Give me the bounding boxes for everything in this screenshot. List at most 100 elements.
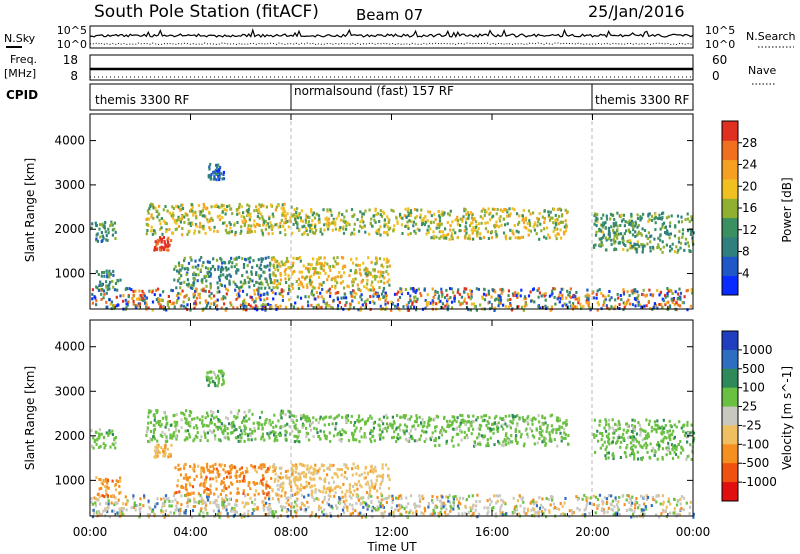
power-cell xyxy=(199,212,202,216)
power-cell xyxy=(200,288,203,292)
power-cell xyxy=(339,281,343,285)
velocity-cell xyxy=(327,423,331,426)
power-cell xyxy=(103,274,106,278)
velocity-cell xyxy=(390,506,393,510)
power-cell xyxy=(490,236,493,240)
power-cell xyxy=(320,305,323,309)
power-cell xyxy=(476,234,479,238)
velocity-cell xyxy=(252,508,255,511)
velocity-cell xyxy=(662,509,665,513)
power-cell xyxy=(379,273,383,277)
power-cell xyxy=(667,300,670,304)
power-cell xyxy=(312,257,315,261)
velocity-cell xyxy=(367,504,371,508)
power-cell xyxy=(577,301,580,305)
power-cell xyxy=(502,217,505,221)
power-cell xyxy=(689,233,692,236)
power-cell xyxy=(536,216,539,220)
power-cell xyxy=(558,300,561,304)
velocity-cell xyxy=(90,429,93,433)
power-cell xyxy=(369,271,372,275)
velocity-cell xyxy=(206,431,209,435)
power-cell xyxy=(678,287,681,291)
power-cell xyxy=(171,211,175,215)
velocity-cell xyxy=(541,440,544,444)
velocity-cell xyxy=(457,432,460,436)
power-cell xyxy=(272,215,275,219)
velocity-cell xyxy=(267,507,271,511)
power-cell xyxy=(640,243,643,246)
power-cell xyxy=(177,225,181,228)
velocity-cell xyxy=(251,500,254,504)
power-cell xyxy=(228,230,231,234)
power-cell xyxy=(218,173,221,176)
power-cell xyxy=(641,250,644,254)
velocity-cell xyxy=(405,429,408,433)
power-cell xyxy=(602,221,606,225)
velocity-cell xyxy=(179,509,182,512)
velocity-cell xyxy=(329,439,332,443)
power-cell xyxy=(376,291,379,295)
power-cell xyxy=(383,224,386,228)
power-cell xyxy=(276,286,279,290)
power-cell xyxy=(310,274,313,278)
power-cell xyxy=(249,295,252,299)
power-cell xyxy=(257,207,260,211)
power-cell xyxy=(334,223,337,227)
power-cell xyxy=(297,277,300,281)
velocity-cell xyxy=(302,415,305,419)
power-cell xyxy=(662,221,666,225)
velocity-cell xyxy=(679,451,682,455)
power-cell xyxy=(360,298,363,302)
velocity-cell xyxy=(651,496,654,500)
power-cell xyxy=(246,227,249,231)
power-cell xyxy=(329,208,332,212)
power-cell xyxy=(596,308,599,312)
power-cell xyxy=(319,227,322,231)
velocity-cell xyxy=(249,496,252,500)
velocity-cell xyxy=(597,439,600,443)
power-cell xyxy=(155,247,158,251)
velocity-cell xyxy=(403,507,406,511)
power-cell xyxy=(270,288,273,292)
power-cell xyxy=(561,220,565,224)
power-cell xyxy=(253,230,257,233)
power-cell xyxy=(181,207,185,210)
velocity-cell xyxy=(654,450,657,454)
velocity-cell xyxy=(234,436,237,440)
power-cell xyxy=(282,208,285,212)
power-cell xyxy=(377,270,380,274)
velocity-cell xyxy=(600,438,603,441)
velocity-cell xyxy=(680,495,683,499)
power-cell xyxy=(398,308,401,312)
power-cell xyxy=(572,294,575,298)
velocity-cell xyxy=(337,413,340,417)
velocity-cell xyxy=(689,431,692,435)
velocity-cell xyxy=(338,438,341,442)
velocity-cell xyxy=(222,499,225,503)
power-cell xyxy=(630,213,633,217)
power-cell xyxy=(216,304,219,308)
power-cell xyxy=(613,218,616,221)
velocity-cell xyxy=(382,427,385,431)
power-cell xyxy=(359,210,362,214)
velocity-cell xyxy=(631,449,635,453)
velocity-cell xyxy=(111,433,114,436)
power-cell xyxy=(350,208,354,212)
power-cell xyxy=(253,283,256,287)
power-cell xyxy=(541,215,544,219)
power-cell xyxy=(236,212,239,216)
power-cell xyxy=(494,290,497,294)
velocity-cell xyxy=(625,422,629,426)
power-cell xyxy=(165,308,168,312)
velocity-cell xyxy=(562,421,565,425)
velocity-cell xyxy=(645,436,648,440)
power-cell xyxy=(390,308,393,312)
power-cell xyxy=(202,202,205,206)
power-cell xyxy=(197,273,200,277)
power-cell xyxy=(522,308,525,312)
power-cell xyxy=(275,285,278,289)
velocity-cell xyxy=(635,497,638,500)
velocity-cell xyxy=(625,430,628,434)
velocity-cell xyxy=(493,421,496,425)
